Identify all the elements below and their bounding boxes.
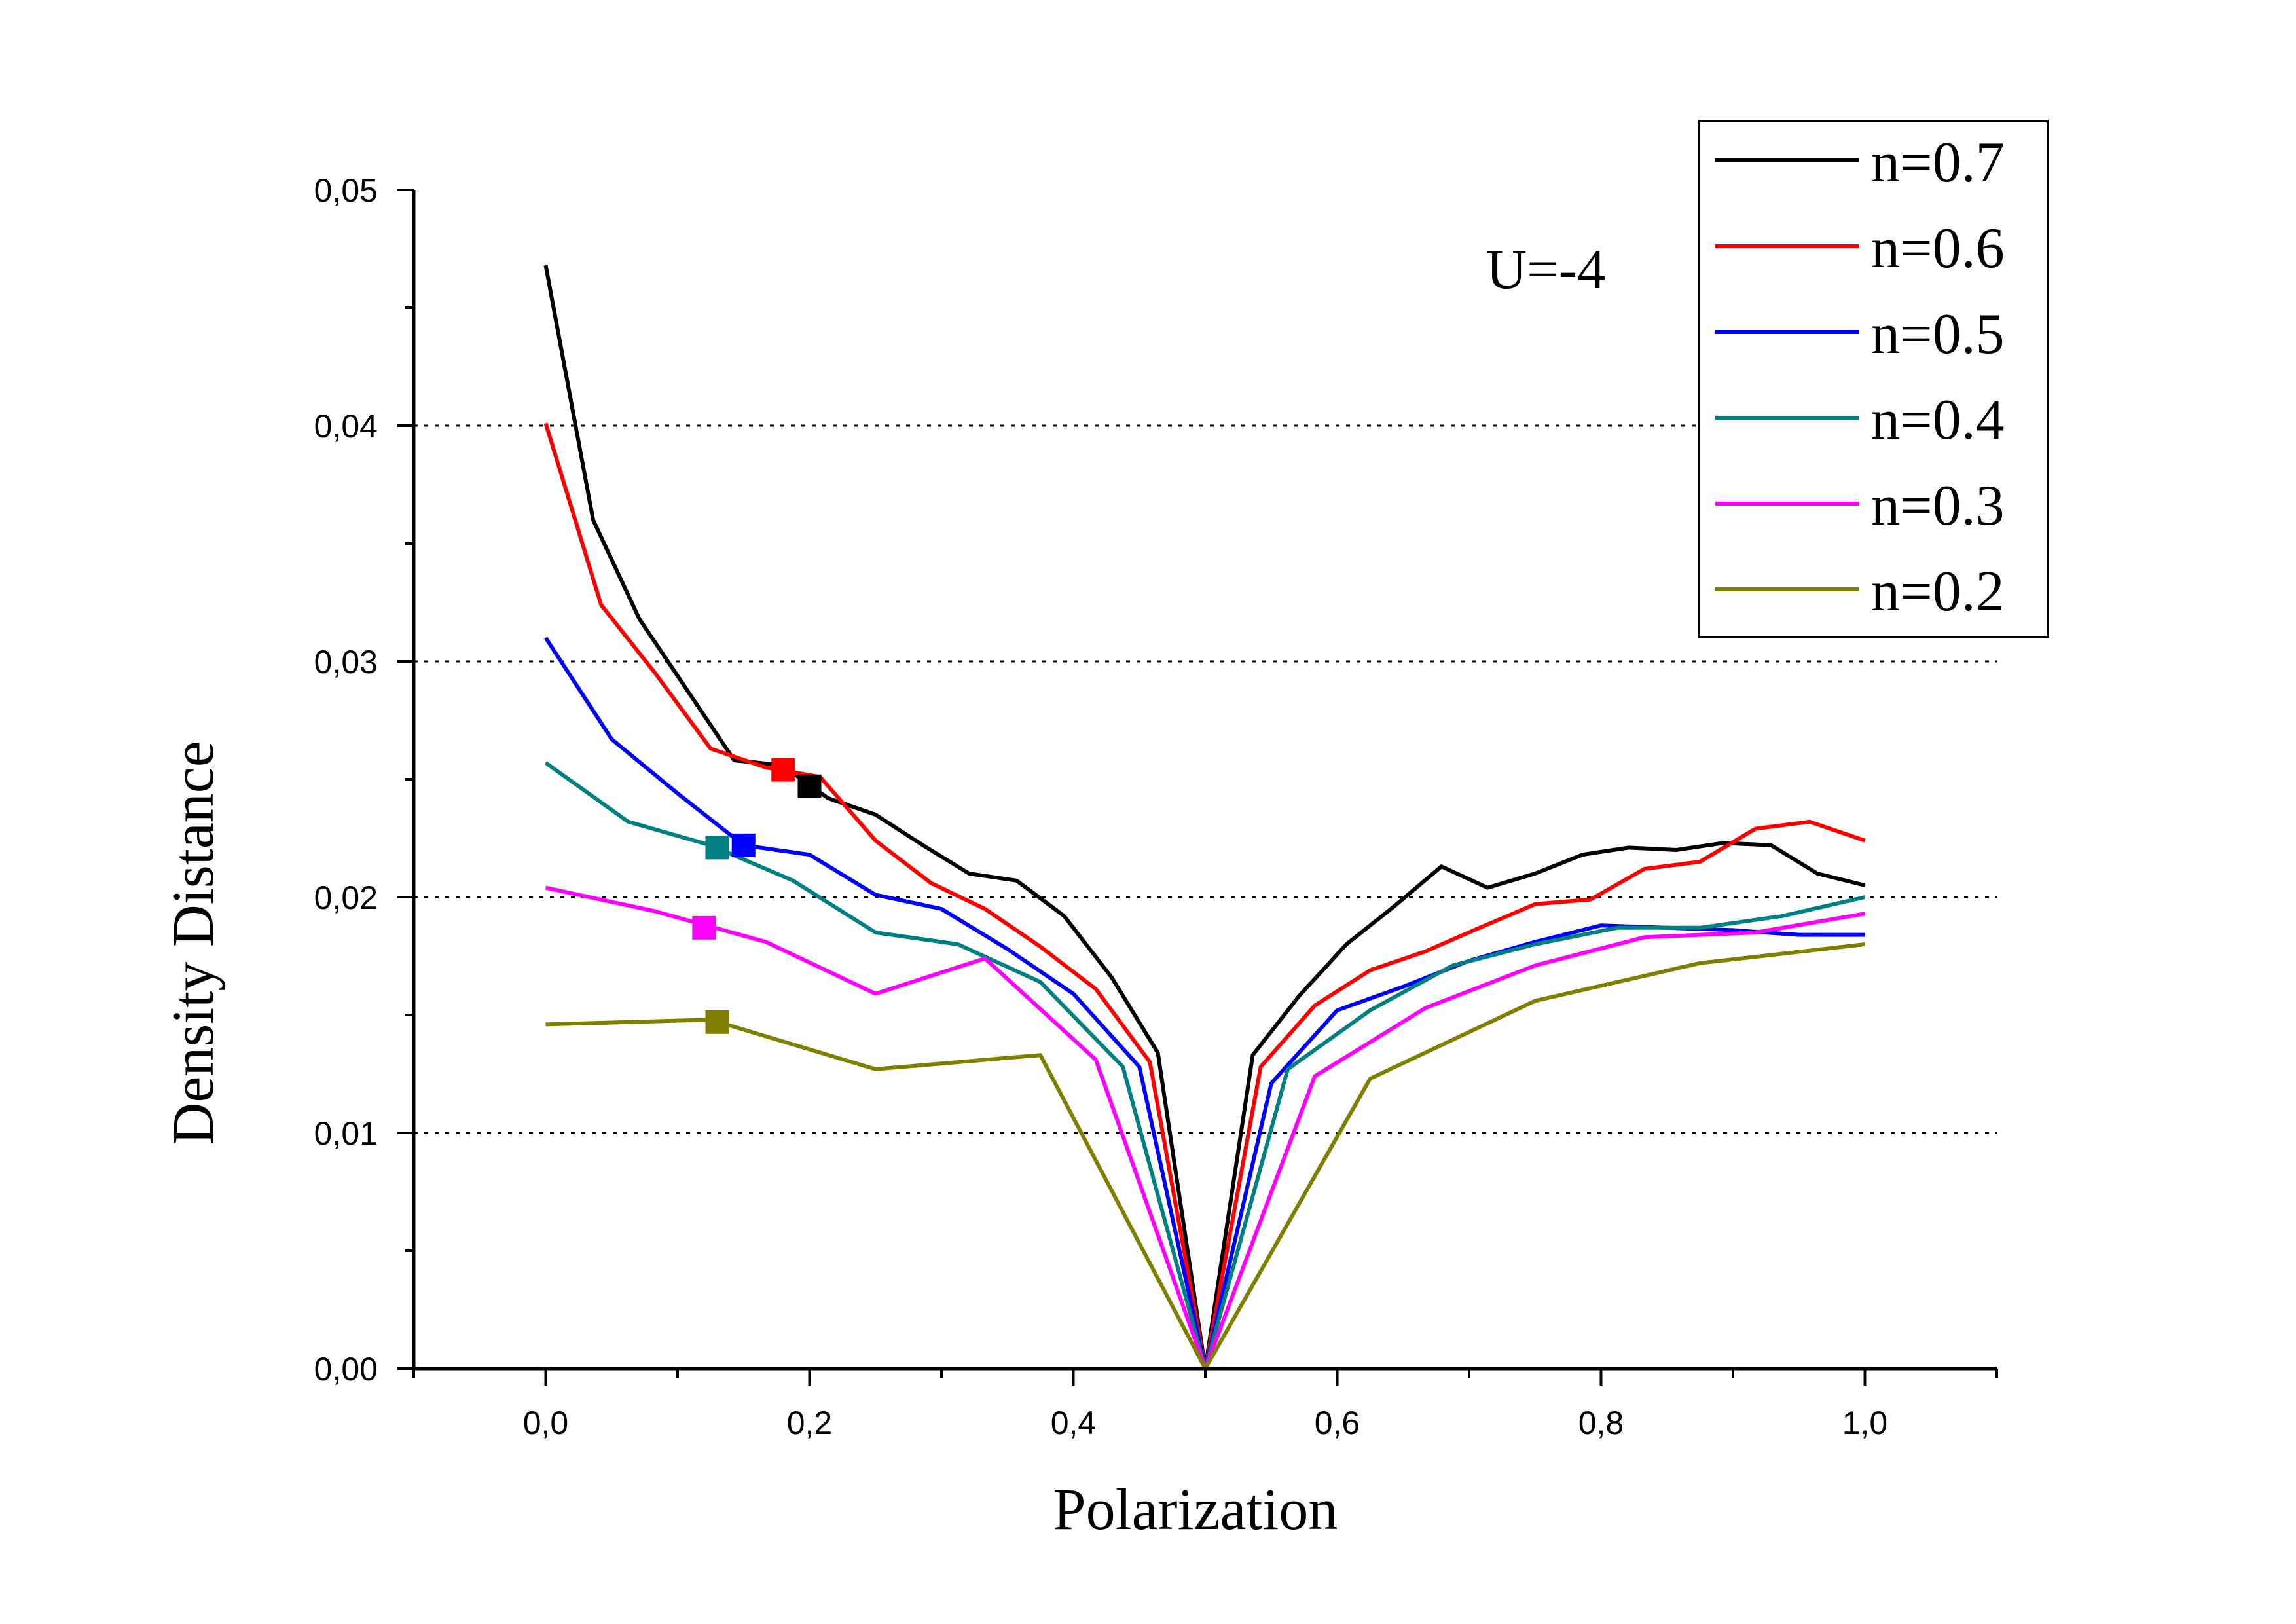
x-tick-label: 0,8 bbox=[1578, 1405, 1624, 1441]
legend-label: n=0.5 bbox=[1871, 303, 2005, 366]
series-line-n=0.5 bbox=[543, 637, 1865, 1371]
y-tick-label: 0,04 bbox=[314, 408, 378, 445]
legend-label: n=0.4 bbox=[1871, 388, 2005, 452]
legend-label: n=0.6 bbox=[1871, 217, 2005, 280]
annotation-u: U=-4 bbox=[1486, 238, 1605, 301]
legend: n=0.7 n=0.6 n=0.5 n=0.4 n=0.3 n=0.2 bbox=[1698, 120, 2049, 638]
y-tick-label: 0,01 bbox=[314, 1115, 378, 1152]
series-marker-n=0.2 bbox=[705, 1010, 729, 1034]
series-line-n=0.2 bbox=[545, 942, 1865, 1371]
x-tick-label: 0,0 bbox=[523, 1405, 569, 1441]
series-markers bbox=[692, 758, 822, 1034]
y-tick-label: 0,03 bbox=[314, 644, 378, 680]
legend-label: n=0.7 bbox=[1871, 131, 2005, 194]
series-marker-n=0.6 bbox=[771, 758, 795, 782]
y-axis-title: Density Distance bbox=[161, 741, 226, 1145]
x-tick-label: 1,0 bbox=[1842, 1405, 1888, 1441]
legend-box bbox=[1698, 120, 2049, 638]
x-tick-label: 0,4 bbox=[1051, 1405, 1097, 1441]
x-axis-title: Polarization bbox=[1053, 1477, 1338, 1542]
grid-lines bbox=[414, 424, 1997, 1134]
series-marker-n=0.7 bbox=[797, 774, 822, 798]
axes bbox=[397, 189, 1998, 1386]
series-marker-n=0.3 bbox=[692, 915, 716, 940]
y-tick-label: 0,00 bbox=[314, 1351, 378, 1388]
y-tick-label: 0,02 bbox=[314, 879, 378, 916]
x-tick-label: 0,2 bbox=[787, 1405, 833, 1441]
series-marker-n=0.4 bbox=[705, 836, 729, 860]
tick-labels: 0,0 0,2 0,4 0,6 0,8 1,0 0,00 0,01 0,02 0,03 0,04 0,… bbox=[314, 172, 1888, 1441]
y-tick-label: 0,05 bbox=[314, 172, 378, 209]
legend-label: n=0.2 bbox=[1871, 560, 2005, 623]
series-line-n=0.3 bbox=[545, 885, 1866, 1371]
legend-label: n=0.3 bbox=[1871, 474, 2005, 538]
series-line-n=0.6 bbox=[543, 422, 1866, 1371]
x-tick-label: 0,6 bbox=[1315, 1405, 1360, 1441]
series-lines bbox=[543, 265, 1866, 1371]
series-marker-n=0.5 bbox=[731, 833, 756, 857]
series-line-n=0.7 bbox=[543, 265, 1866, 1371]
